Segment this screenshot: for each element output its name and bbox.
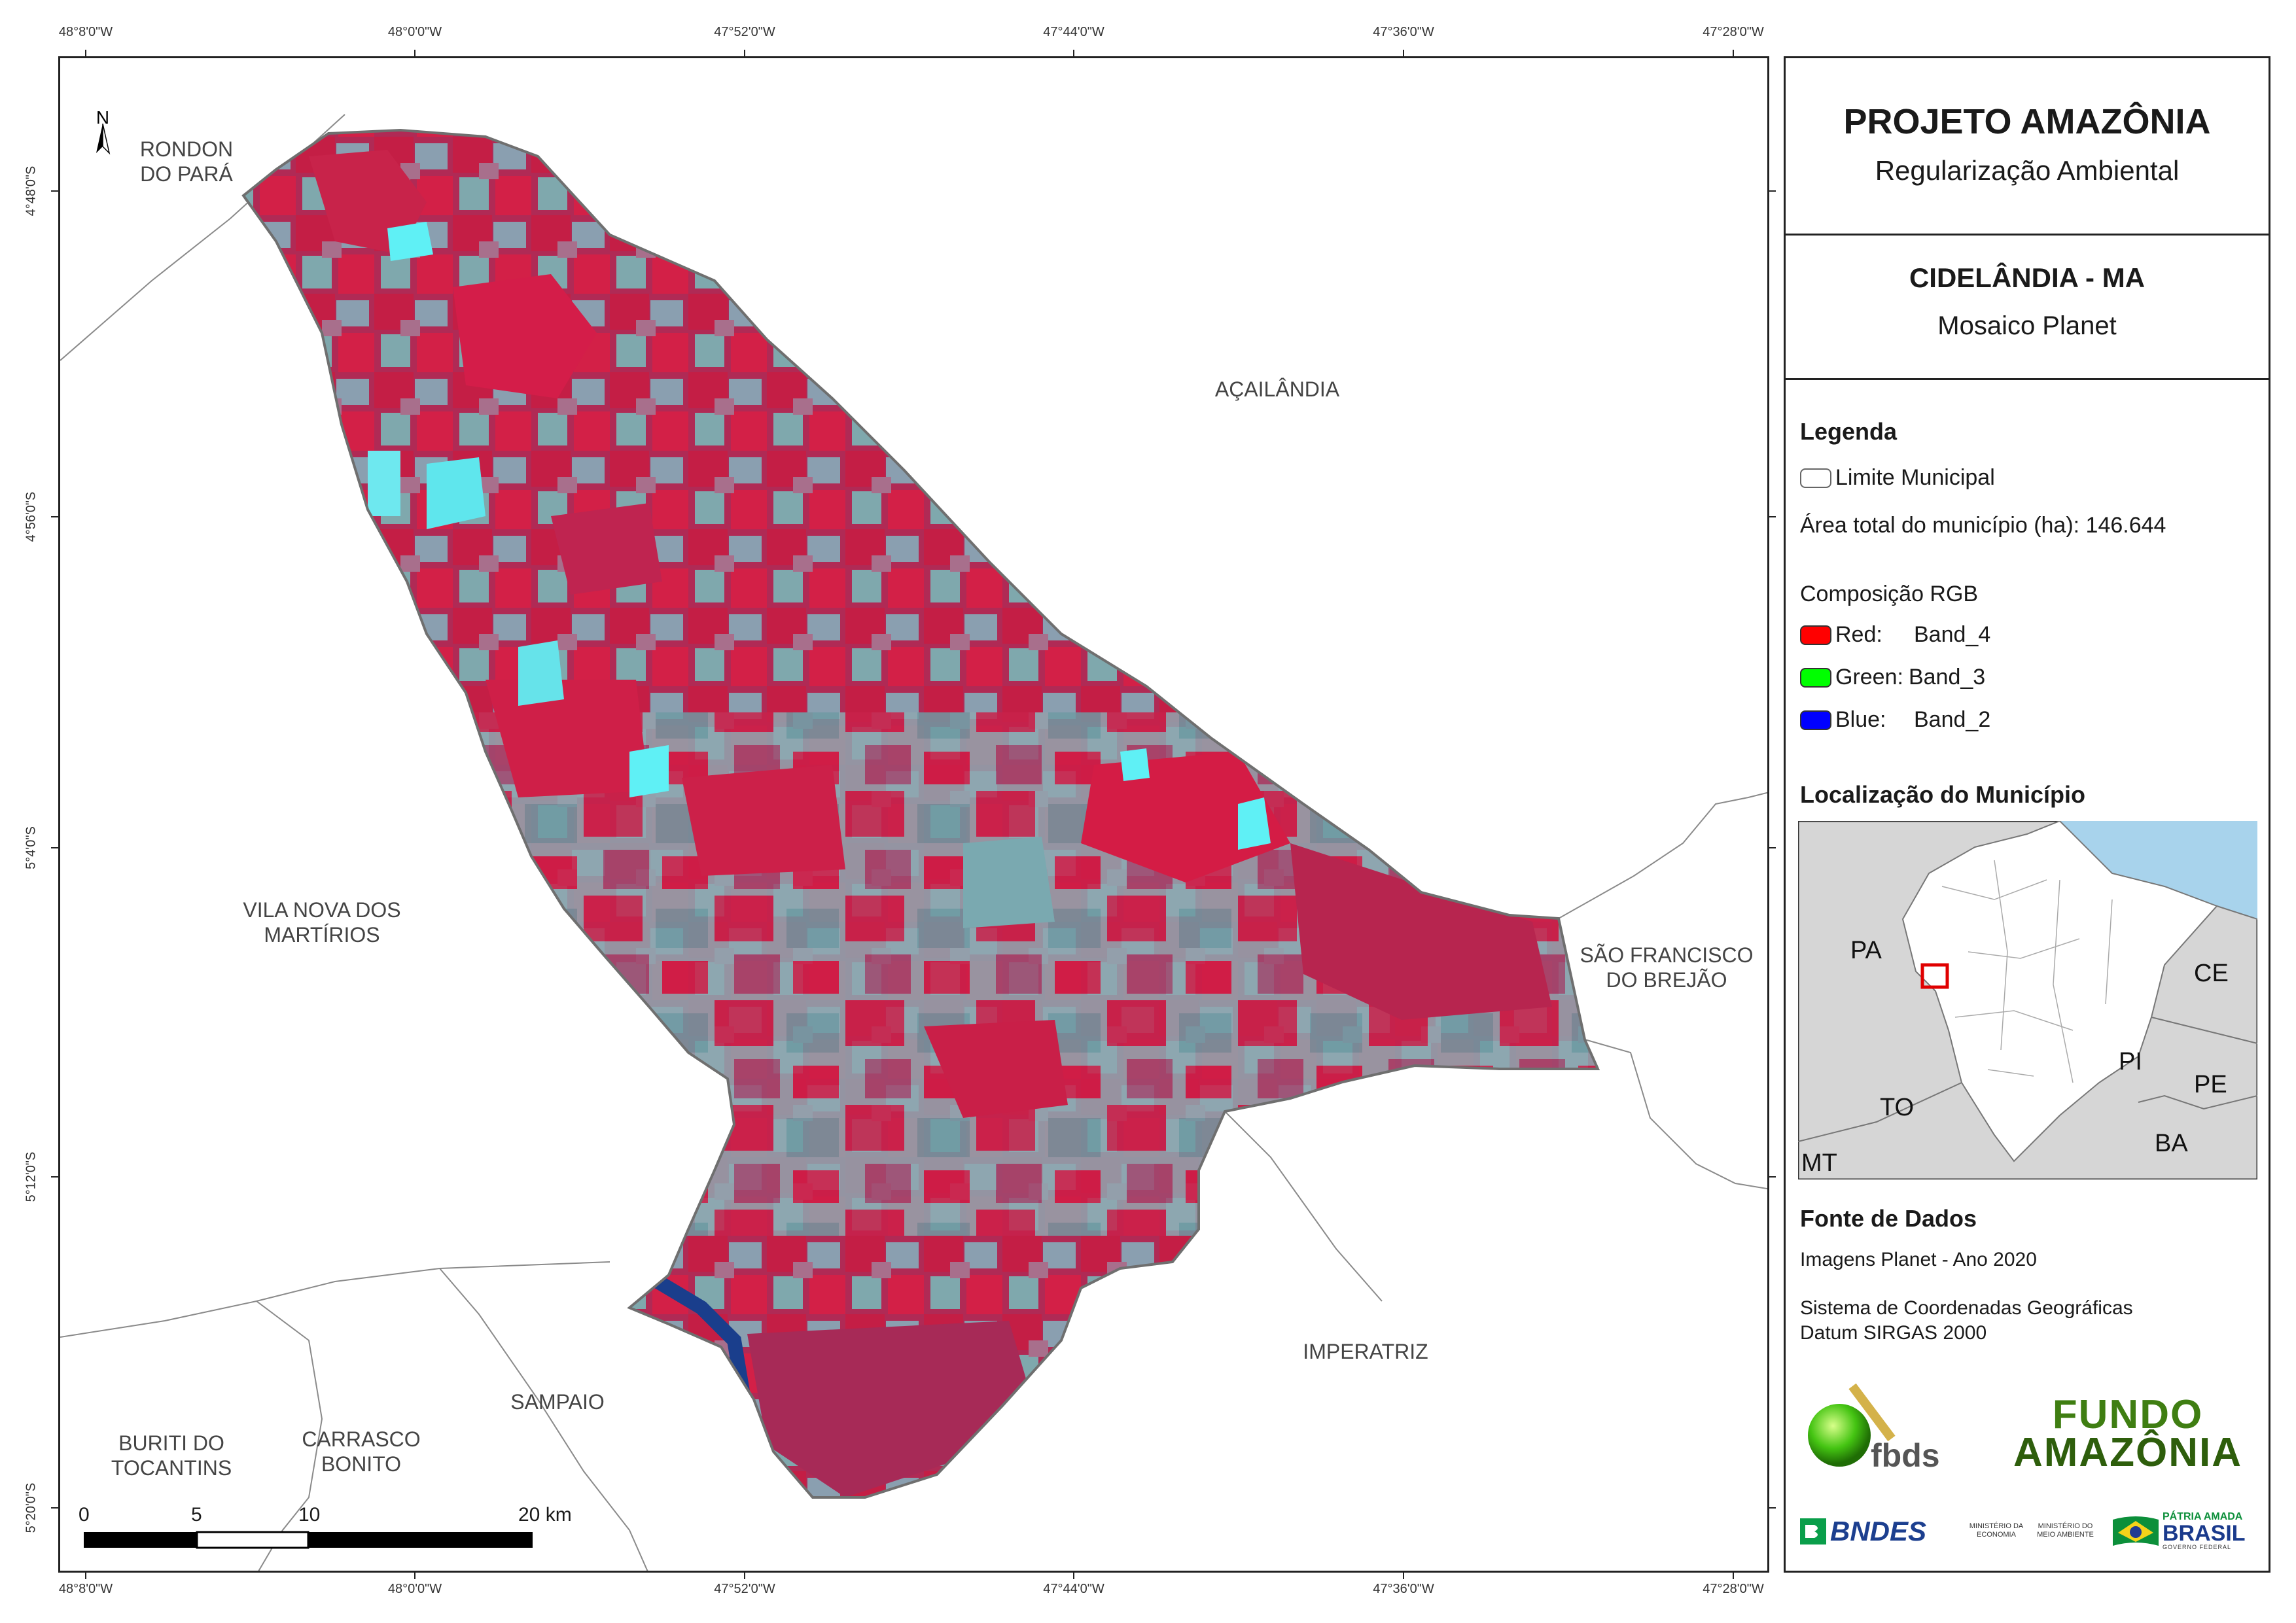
longitude-tick-top: 48°8'0"W [58, 25, 113, 39]
neighbor-label-imperatriz: IMPERATRIZ [1303, 1340, 1428, 1363]
locator-highlight [1920, 963, 1949, 989]
rgb-title-row: Composição RGB [1800, 582, 1978, 607]
scale-label-20: 20 km [518, 1504, 572, 1526]
blue-swatch [1800, 710, 1831, 730]
satellite-mosaic [243, 130, 1598, 1497]
mosaic-label: Mosaico Planet [1937, 311, 2117, 340]
fundo-text: FUNDO [2052, 1392, 2204, 1437]
state-label-ba: BA [2155, 1130, 2188, 1157]
neighbor-label-acailandia: AÇAILÂNDIA [1214, 377, 1340, 401]
green-swatch [1800, 667, 1831, 688]
latitude-tick: 4°56'0"S [24, 491, 39, 542]
limit-label: Limite Municipal [1835, 465, 1995, 490]
area-label: Área total do município (ha): 146.644 [1800, 513, 2166, 538]
project-title: PROJETO AMAZÔNIA [1843, 102, 2211, 141]
rgb-title: Composição RGB [1800, 582, 1979, 606]
neighbor-label-sampaio: SAMPAIO [510, 1390, 605, 1414]
map-canvas: N [60, 107, 1767, 1571]
neighbor-label-rondon: RONDON DO PARÁ [139, 137, 234, 186]
bndes-icon [1800, 1518, 1826, 1544]
fbds-text: fbds [1871, 1437, 1940, 1474]
longitude-tick-top: 47°28'0"W [1703, 25, 1764, 39]
municipality-title: CIDELÂNDIA - MA [1909, 262, 2146, 293]
red-swatch [1800, 625, 1831, 645]
band-name: Band_2 [1914, 707, 1991, 732]
state-label-pa: PA [1850, 937, 1882, 964]
longitude-tick-bottom: 48°8'0"W [58, 1582, 113, 1596]
patria-line1: PÁTRIA AMADA [2163, 1511, 2243, 1522]
fbds-logo: fbds [1808, 1383, 1940, 1474]
latitude-tick: 4°48'0"S [24, 166, 39, 217]
state-label-pi: PI [2119, 1048, 2142, 1075]
crs-line2: Datum SIRGAS 2000 [1800, 1322, 1987, 1344]
longitude-tick-top: 47°44'0"W [1043, 25, 1104, 39]
legend-limit-row: Limite Municipal [1800, 465, 1995, 491]
band-row-green: Green: Band_3 [1800, 665, 1985, 690]
area-row: Área total do município (ha): 146.644 [1800, 513, 2166, 538]
longitude-tick-top: 48°0'0"W [387, 25, 442, 39]
ministerio-economia: MINISTÉRIO DA ECONOMIA [1969, 1522, 2024, 1539]
north-arrow-icon [96, 123, 111, 155]
neighbor-label-sao-francisco: SÃO FRANCISCO DO BREJÃO [1580, 943, 1754, 992]
band-row-blue: Blue: Band_2 [1800, 707, 1990, 733]
state-label-mt: MT [1801, 1149, 1837, 1177]
amazonia-text: AMAZÔNIA [2013, 1430, 2243, 1475]
state-label-ce: CE [2194, 960, 2229, 987]
bndes-text: BNDES [1830, 1516, 1927, 1546]
longitude-tick-top: 47°36'0"W [1373, 25, 1434, 39]
band-channel: Green: [1835, 665, 1903, 689]
ministerio-meio-ambiente: MINISTÉRIO DO MEIO AMBIENTE [2037, 1522, 2094, 1539]
north-label: N [96, 107, 109, 128]
legend-panel: PROJETO AMAZÔNIA Regularização Ambiental… [1784, 56, 2270, 1573]
longitude-tick-bottom: 47°28'0"W [1703, 1582, 1764, 1596]
longitude-tick-bottom: 47°52'0"W [714, 1582, 775, 1596]
panel-divider [1786, 234, 2269, 236]
scale-label-5: 5 [191, 1504, 202, 1526]
map-frame[interactable]: N RONDON DO PARÁ AÇAILÂNDIA VILA NOVA DO… [58, 56, 1769, 1573]
longitude-tick-bottom: 48°0'0"W [387, 1582, 442, 1596]
bndes-logo: BNDES [1800, 1516, 1926, 1547]
state-label-pe: PE [2194, 1071, 2227, 1098]
band-row-red: Red: Band_4 [1800, 622, 1990, 648]
scale-label-0: 0 [79, 1504, 90, 1526]
latitude-tick: 5°4'0"S [24, 826, 39, 869]
latitude-tick: 5°12'0"S [24, 1151, 39, 1202]
sources-title: Fonte de Dados [1800, 1205, 1977, 1232]
band-name: Band_4 [1914, 622, 1991, 647]
patria-line2: BRASIL [2163, 1521, 2246, 1546]
neighbor-label-vila-nova: VILA NOVA DOS MARTÍRIOS [243, 898, 401, 947]
latitude-tick: 5°20'0"S [24, 1482, 39, 1533]
patria-line3: GOVERNO FEDERAL [2163, 1544, 2232, 1550]
fundo-amazonia-logo: FUNDO AMAZÔNIA [1994, 1392, 2262, 1475]
patria-amada-logo: PÁTRIA AMADA BRASIL GOVERNO FEDERAL [2113, 1512, 2246, 1550]
panel-divider [1786, 378, 2269, 380]
longitude-tick-bottom: 47°44'0"W [1043, 1582, 1104, 1596]
project-subtitle: Regularização Ambiental [1875, 155, 2180, 186]
location-title: Localização do Município [1800, 781, 2086, 808]
brazil-flag-icon [2113, 1516, 2159, 1546]
neighbor-label-buriti: BURITI DO TOCANTINS [111, 1431, 232, 1480]
scale-label-10: 10 [298, 1504, 321, 1526]
band-channel: Red: [1835, 622, 1882, 647]
crs-line1: Sistema de Coordenadas Geográficas [1800, 1297, 2133, 1319]
scale-bar [84, 1531, 533, 1549]
state-label-to: TO [1880, 1094, 1914, 1121]
longitude-tick-bottom: 47°36'0"W [1373, 1582, 1434, 1596]
legend-title: Legenda [1800, 418, 1898, 445]
band-channel: Blue: [1835, 707, 1886, 732]
longitude-tick-top: 47°52'0"W [714, 25, 775, 39]
locator-map: PA CE PI PE TO BA MT [1798, 821, 2257, 1179]
band-name: Band_3 [1908, 665, 1986, 689]
neighbor-label-carrasco: CARRASCO BONITO [302, 1427, 421, 1476]
limit-swatch [1800, 468, 1831, 488]
source-images: Imagens Planet - Ano 2020 [1800, 1249, 2037, 1270]
